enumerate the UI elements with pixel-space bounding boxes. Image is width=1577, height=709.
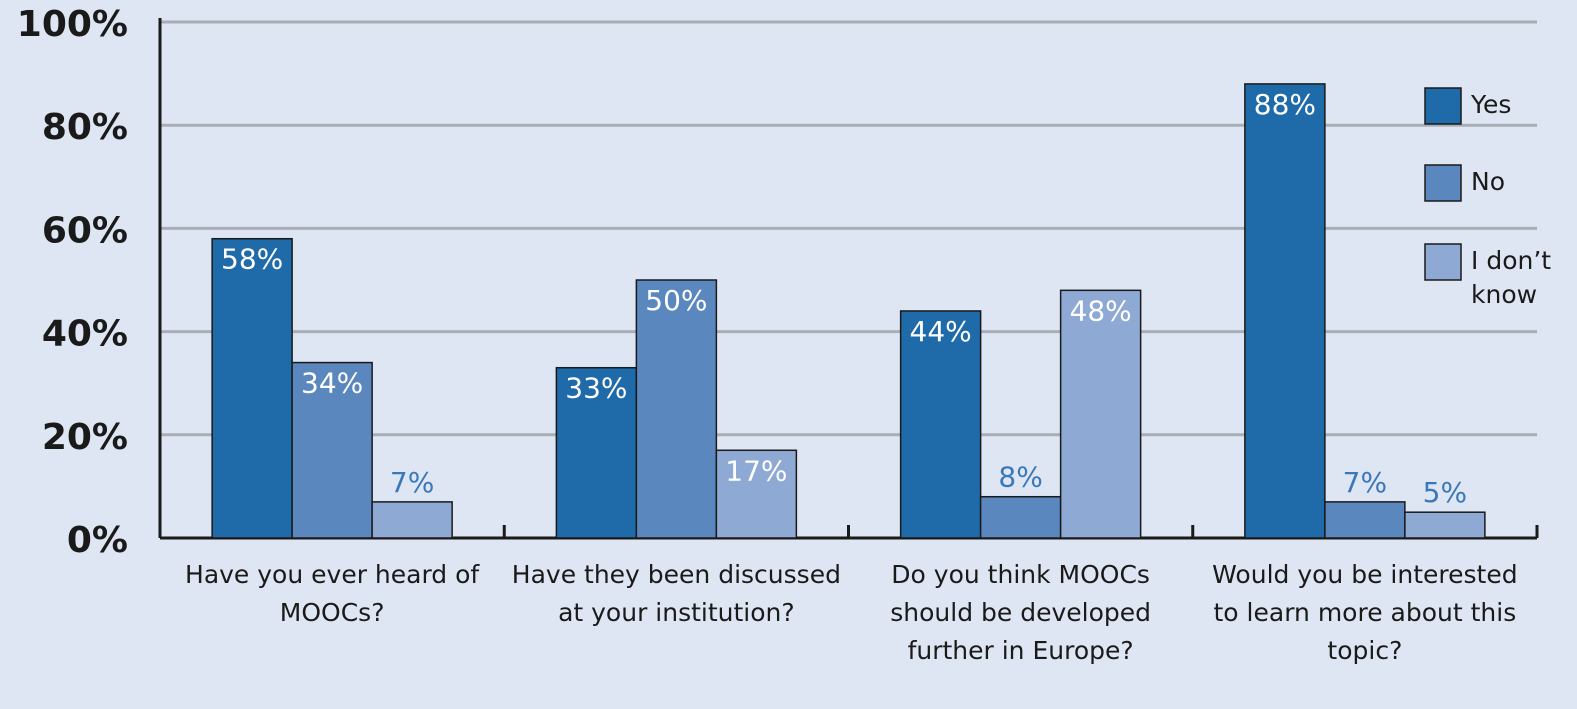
bar (1324, 501, 1406, 539)
y-tick-label: 20% (42, 417, 128, 458)
legend-swatch (1424, 243, 1462, 281)
y-tick-label: 100% (17, 4, 128, 45)
legend-swatch (1424, 87, 1462, 125)
x-tick-label: Would you be interested to learn more ab… (1212, 560, 1518, 665)
bar (555, 366, 638, 539)
value-label: 58% (221, 243, 283, 276)
value-label: 48% (1070, 294, 1132, 327)
value-label: 8% (998, 461, 1042, 494)
y-tick-label: 40% (42, 314, 128, 355)
bar (1059, 289, 1142, 539)
value-label: 5% (1423, 476, 1467, 509)
value-label: 7% (390, 466, 434, 499)
bar (211, 237, 293, 539)
bar (899, 310, 982, 539)
value-label: 44% (910, 315, 972, 348)
bar (371, 501, 453, 539)
bar (1244, 83, 1326, 539)
bar (1404, 511, 1486, 539)
x-tick-label: Have you ever heard of MOOCs? (185, 560, 480, 627)
value-label: 7% (1343, 466, 1387, 499)
legend-label: I don’t know (1471, 246, 1552, 309)
value-label: 50% (645, 284, 707, 317)
value-label: 17% (725, 454, 787, 487)
y-tick-label: 0% (67, 520, 128, 561)
y-tick-label: 80% (42, 107, 128, 148)
bar (715, 449, 798, 539)
bar (635, 279, 718, 539)
bar (979, 495, 1062, 539)
legend-label: No (1471, 167, 1505, 196)
x-tick-label: Have they been discussed at your institu… (511, 560, 841, 627)
x-tick-label: Do you think MOOCs should be developed f… (890, 560, 1151, 665)
value-label: 34% (301, 367, 363, 400)
y-tick-label: 60% (42, 210, 128, 251)
legend-label: Yes (1471, 90, 1512, 119)
legend-swatch (1424, 164, 1462, 202)
value-label: 88% (1254, 88, 1316, 121)
bar (291, 361, 373, 539)
value-label: 33% (565, 372, 627, 405)
